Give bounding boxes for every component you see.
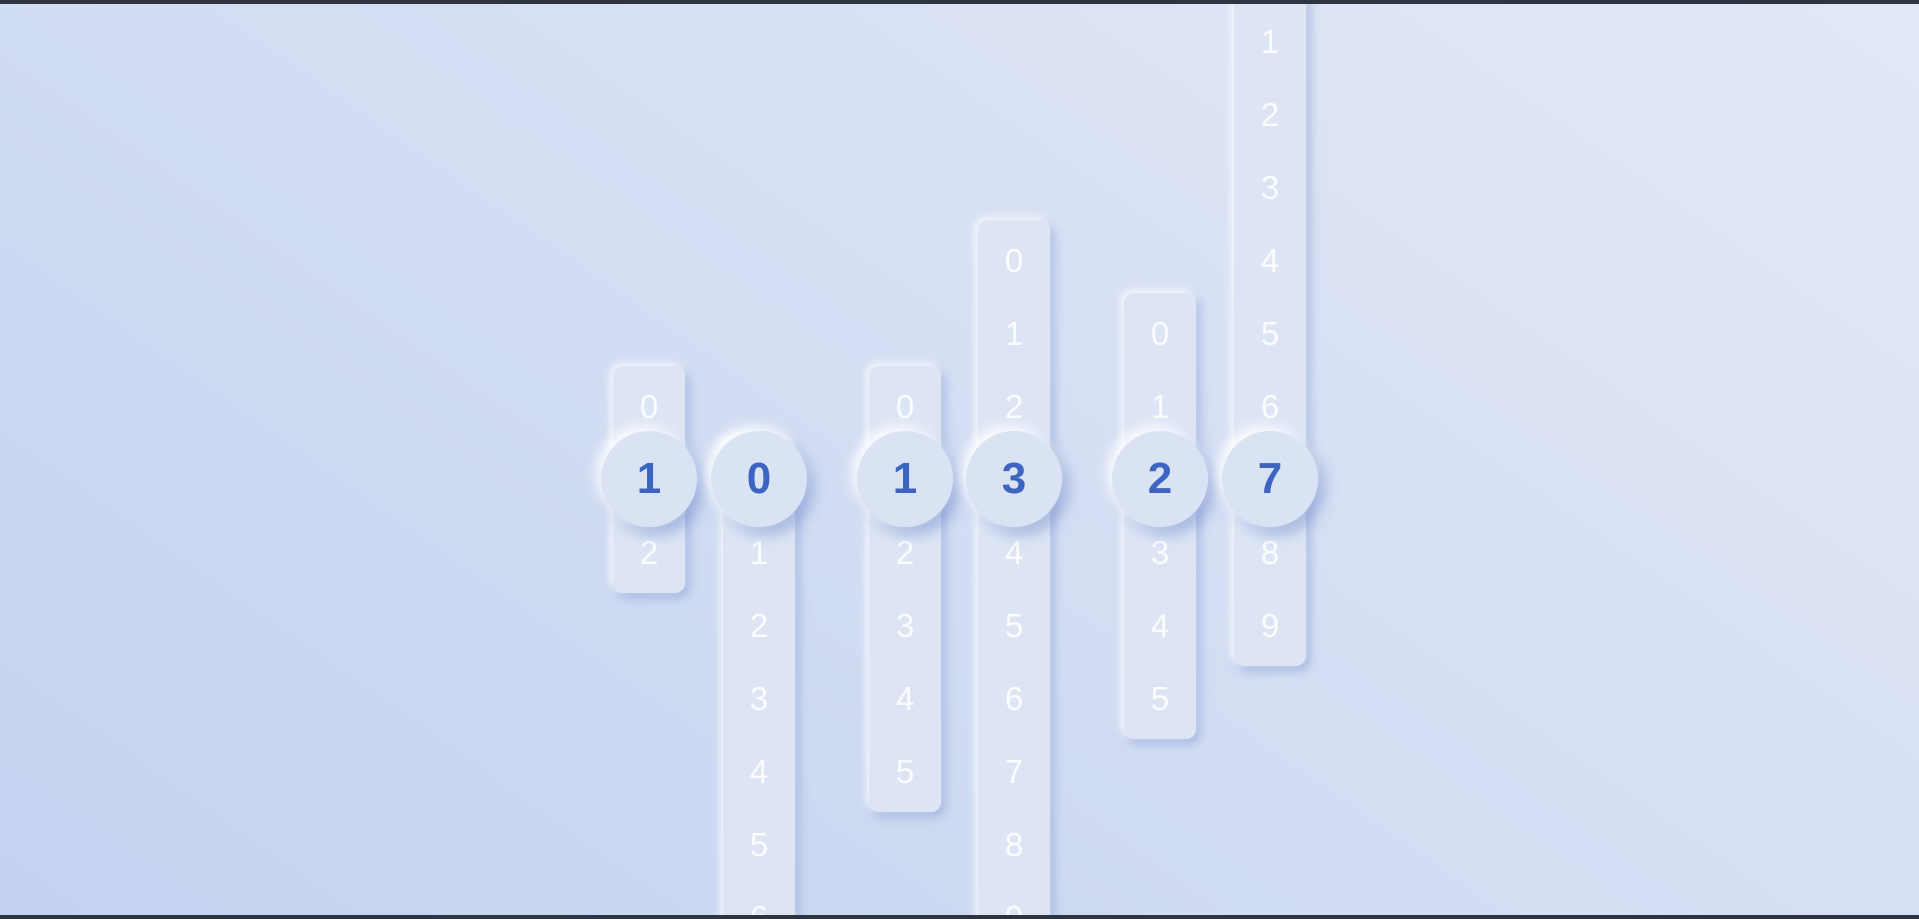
- selected-digit-knob-3[interactable]: 1: [857, 431, 953, 527]
- digit-option[interactable]: 2: [749, 606, 769, 644]
- odometer-stage: 0121012345678900123451012345678930123452…: [0, 4, 1919, 915]
- selected-digit-label: 7: [1257, 454, 1283, 503]
- digit-option[interactable]: 2: [639, 533, 659, 571]
- digit-option[interactable]: 3: [895, 606, 915, 644]
- selected-digit-knob-5[interactable]: 2: [1112, 431, 1208, 527]
- digit-option[interactable]: 0: [639, 387, 659, 425]
- digit-option[interactable]: 5: [895, 752, 915, 790]
- digit-option[interactable]: 7: [1004, 752, 1024, 790]
- digit-option[interactable]: 3: [1260, 168, 1280, 206]
- digit-option[interactable]: 2: [895, 533, 915, 571]
- digit-option[interactable]: 4: [1260, 241, 1280, 279]
- selected-digit-knob-4[interactable]: 3: [966, 431, 1062, 527]
- digit-option[interactable]: 9: [1260, 606, 1280, 644]
- digit-option[interactable]: 0: [1004, 241, 1024, 279]
- digit-option[interactable]: 1: [1004, 314, 1024, 352]
- digit-column-4[interactable]: 0 1 2 3 4 5 6 7 8 9: [978, 219, 1050, 916]
- selected-digit-knob-1[interactable]: 1: [601, 431, 697, 527]
- digit-option[interactable]: 9: [978, 881, 1050, 916]
- digit-option[interactable]: 2: [1260, 95, 1280, 133]
- digit-option[interactable]: 8: [1004, 825, 1024, 863]
- selected-digit-knob-6[interactable]: 7: [1222, 431, 1318, 527]
- digit-option[interactable]: 2: [1004, 387, 1024, 425]
- selected-digit-label: 1: [892, 454, 918, 503]
- digit-option[interactable]: 1: [1260, 22, 1280, 60]
- selected-digit-knob-2[interactable]: 0: [711, 431, 807, 527]
- digit-option[interactable]: 4: [1150, 606, 1170, 644]
- selected-digit-label: 2: [1147, 454, 1173, 503]
- selected-digit-label: 0: [746, 454, 772, 503]
- digit-option[interactable]: 4: [1004, 533, 1024, 571]
- digit-option[interactable]: 5: [1004, 606, 1024, 644]
- digit-option[interactable]: 5: [749, 825, 769, 863]
- digit-option[interactable]: 4: [895, 679, 915, 717]
- digit-option[interactable]: 6: [1260, 387, 1280, 425]
- window-bottom-edge: [0, 915, 1919, 919]
- digit-column-6[interactable]: 0123456789: [1234, 4, 1306, 666]
- digit-option[interactable]: 6: [723, 881, 795, 916]
- digit-option[interactable]: 4: [749, 752, 769, 790]
- digit-option[interactable]: 3: [1150, 533, 1170, 571]
- digit-option[interactable]: 5: [1150, 679, 1170, 717]
- digit-option[interactable]: 1: [1150, 387, 1170, 425]
- digit-option[interactable]: 1: [749, 533, 769, 571]
- selected-digit-label: 3: [1001, 454, 1027, 503]
- digit-option[interactable]: 0: [1150, 314, 1170, 352]
- digit-option[interactable]: 6: [1004, 679, 1024, 717]
- digit-option[interactable]: 3: [749, 679, 769, 717]
- selected-digit-label: 1: [636, 454, 662, 503]
- digit-option[interactable]: 8: [1260, 533, 1280, 571]
- digit-option[interactable]: 0: [895, 387, 915, 425]
- digit-option[interactable]: 5: [1260, 314, 1280, 352]
